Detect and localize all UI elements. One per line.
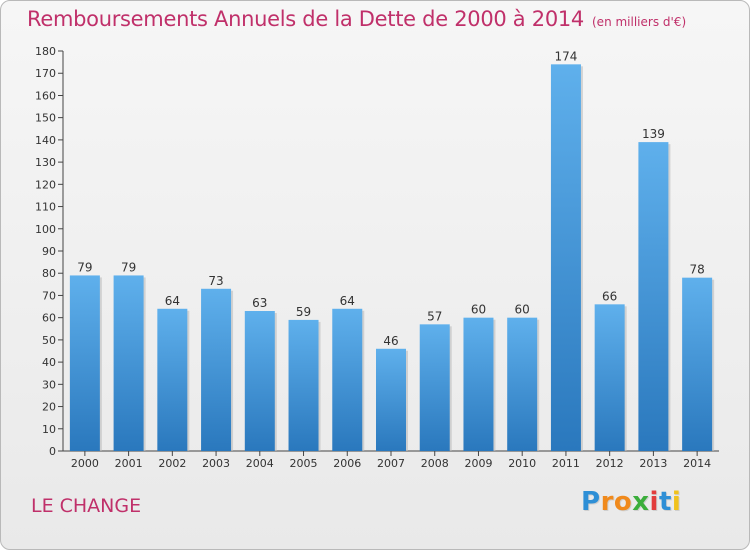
bar — [376, 348, 406, 451]
commune-name: LE CHANGE — [31, 495, 142, 517]
bar — [288, 319, 319, 451]
y-tick-label: 20 — [42, 401, 56, 414]
logo-letter: x — [632, 487, 650, 517]
y-tick-label: 50 — [42, 334, 56, 347]
bar — [332, 308, 363, 451]
bar — [463, 317, 494, 451]
bar — [244, 311, 275, 451]
bar — [550, 64, 581, 452]
x-tick-label: 2004 — [246, 457, 274, 470]
y-tick-label: 110 — [35, 201, 56, 214]
logo-letter: r — [600, 487, 614, 517]
bar-value-label: 59 — [296, 305, 311, 319]
x-tick-label: 2011 — [552, 457, 580, 470]
y-tick-label: 10 — [42, 423, 56, 436]
logo-letter: i — [649, 487, 659, 517]
y-tick-label: 80 — [42, 267, 56, 280]
bar — [69, 275, 100, 451]
y-tick-label: 70 — [42, 289, 56, 302]
y-tick-label: 140 — [35, 134, 56, 147]
bar — [419, 324, 450, 451]
x-tick-label: 2012 — [596, 457, 624, 470]
bar-value-label: 60 — [471, 303, 486, 317]
x-tick-label: 2014 — [683, 457, 711, 470]
proxiti-logo: Proxiti — [581, 487, 681, 517]
y-tick-label: 0 — [49, 445, 56, 458]
bar-value-label: 79 — [77, 260, 92, 274]
y-tick-label: 40 — [42, 356, 56, 369]
bar — [507, 317, 538, 451]
bar-value-label: 60 — [515, 303, 530, 317]
bar-value-label: 46 — [383, 334, 398, 348]
bar-value-label: 64 — [340, 294, 355, 308]
x-tick-label: 2000 — [71, 457, 99, 470]
x-tick-label: 2006 — [333, 457, 361, 470]
bar-value-label: 63 — [252, 296, 267, 310]
bar-value-label: 174 — [554, 49, 577, 63]
y-tick-label: 100 — [35, 223, 56, 236]
x-tick-label: 2010 — [508, 457, 536, 470]
bar-value-label: 78 — [689, 263, 704, 277]
y-tick-label: 130 — [35, 156, 56, 169]
bar — [113, 275, 144, 451]
x-tick-label: 2005 — [290, 457, 318, 470]
bar-value-label: 64 — [165, 294, 180, 308]
x-tick-label: 2003 — [202, 457, 230, 470]
chart-title-text: Remboursements Annuels de la Dette de 20… — [27, 7, 584, 31]
bar — [594, 304, 625, 451]
x-tick-label: 2009 — [464, 457, 492, 470]
y-tick-label: 170 — [35, 67, 56, 80]
x-tick-label: 2008 — [421, 457, 449, 470]
y-tick-label: 150 — [35, 112, 56, 125]
x-tick-label: 2013 — [639, 457, 667, 470]
bar — [638, 142, 669, 451]
bar-value-label: 73 — [208, 274, 223, 288]
y-tick-label: 120 — [35, 178, 56, 191]
bar-value-label: 57 — [427, 309, 442, 323]
y-tick-label: 160 — [35, 89, 56, 102]
y-tick-label: 60 — [42, 312, 56, 325]
bar-value-label: 139 — [642, 127, 665, 141]
logo-letter: P — [581, 487, 601, 517]
logo-letter: i — [671, 487, 682, 517]
bar — [157, 308, 188, 451]
logo-letter: t — [658, 487, 672, 517]
x-tick-label: 2007 — [377, 457, 405, 470]
x-tick-label: 2002 — [158, 457, 186, 470]
bar-value-label: 79 — [121, 260, 136, 274]
bar-value-label: 66 — [602, 289, 617, 303]
bar — [682, 277, 713, 451]
x-tick-label: 2001 — [115, 457, 143, 470]
y-tick-label: 30 — [42, 378, 56, 391]
chart-subtitle: (en milliers d'€) — [592, 15, 687, 29]
chart-title: Remboursements Annuels de la Dette de 20… — [27, 7, 686, 31]
y-tick-label: 90 — [42, 245, 56, 258]
logo-letter: o — [613, 487, 633, 517]
bar — [201, 288, 232, 451]
y-tick-label: 180 — [35, 45, 56, 58]
